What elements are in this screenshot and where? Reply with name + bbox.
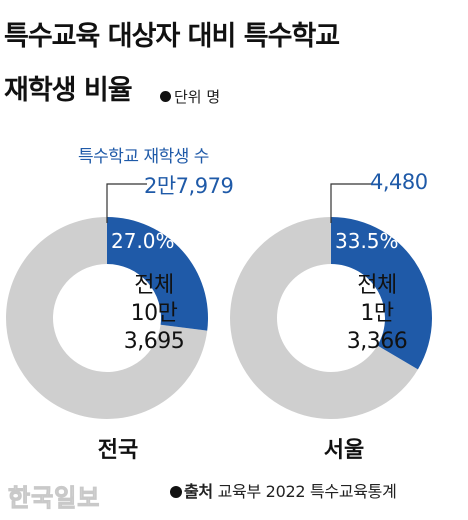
bullet-icon xyxy=(160,91,171,102)
center-total-value-line1: 10만 xyxy=(130,301,178,326)
slice-special-school xyxy=(331,217,432,370)
center-total-label: 전체 xyxy=(357,273,397,298)
region-label-national: 전국 xyxy=(97,438,139,463)
unit-note: 단위 명 xyxy=(160,86,220,107)
unit-label: 단위 명 xyxy=(174,88,221,106)
chart-title-line1: 특수교육 대상자 대비 특수학교 xyxy=(4,21,340,52)
slice-percent-label: 27.0% xyxy=(111,229,175,253)
bullet-icon xyxy=(170,486,182,498)
center-total-seoul: 전체 1만 3,366 xyxy=(322,272,432,356)
slice-special-school xyxy=(107,217,208,331)
source-label: 출처 xyxy=(184,482,213,501)
slice-rest xyxy=(229,217,418,420)
callout-value-seoul: 4,480 xyxy=(370,170,428,194)
slice-percent-label: 33.5% xyxy=(335,229,399,253)
callout-value-national: 2만7,979 xyxy=(144,174,234,198)
center-total-value-line2: 3,695 xyxy=(123,329,185,354)
watermark-logo: 한국일보 xyxy=(7,484,101,513)
series-label: 특수학교 재학생 수 xyxy=(78,147,209,167)
source-note: 출처 교육부 2022 특수교육통계 xyxy=(170,478,397,502)
source-text: 교육부 2022 특수교육통계 xyxy=(217,482,397,501)
region-label-seoul: 서울 xyxy=(323,438,365,463)
center-total-national: 전체 10만 3,695 xyxy=(99,272,209,356)
center-total-label: 전체 xyxy=(134,273,174,298)
center-total-value-line2: 3,366 xyxy=(346,329,408,354)
center-total-value-line1: 1만 xyxy=(360,301,394,326)
leader-line xyxy=(330,183,373,223)
leader-line xyxy=(106,183,147,223)
chart-title-line2: 재학생 비율 xyxy=(4,75,133,106)
slice-rest xyxy=(5,217,208,419)
